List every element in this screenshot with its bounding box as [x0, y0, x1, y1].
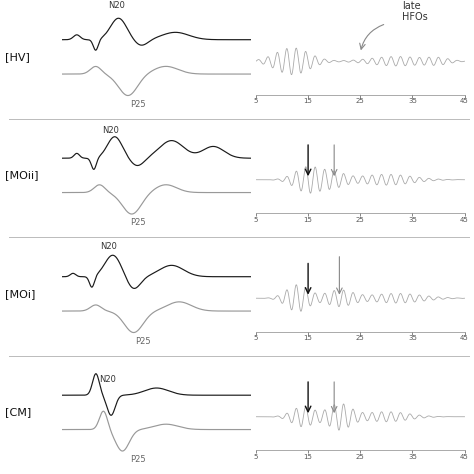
Text: P25: P25 [130, 100, 145, 109]
Text: [CM]: [CM] [5, 407, 31, 418]
Text: P25: P25 [130, 219, 145, 228]
Text: late
HFOs: late HFOs [402, 0, 428, 22]
Text: [MOi]: [MOi] [5, 289, 35, 299]
Text: N20: N20 [102, 126, 119, 135]
Text: 2: 2 [255, 307, 260, 316]
Text: P25: P25 [136, 337, 151, 346]
Text: 1: 1 [255, 272, 260, 281]
Text: N20: N20 [100, 242, 118, 251]
Text: 2: 2 [255, 425, 260, 434]
Text: N20: N20 [99, 375, 116, 384]
Text: P25: P25 [130, 456, 145, 465]
Text: 1: 1 [255, 154, 260, 163]
Text: [MOii]: [MOii] [5, 170, 38, 181]
Text: 2: 2 [255, 70, 260, 79]
Text: N20: N20 [108, 1, 125, 10]
Text: 2: 2 [255, 188, 260, 197]
Text: [HV]: [HV] [5, 52, 29, 62]
Text: 1: 1 [255, 391, 260, 400]
Text: 1: 1 [255, 35, 260, 44]
